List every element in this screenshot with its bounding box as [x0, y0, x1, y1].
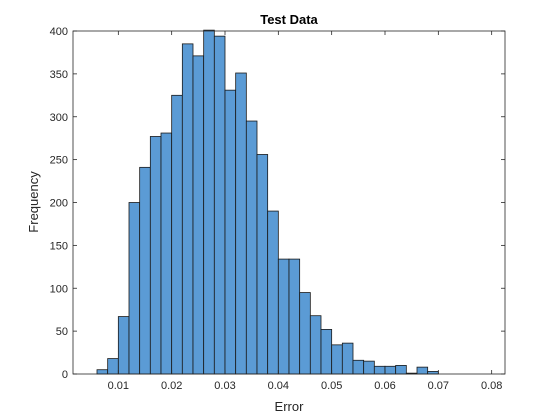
histogram-bars [96, 29, 439, 375]
y-axis-label: Frequency [26, 171, 41, 233]
histogram-bar [256, 154, 269, 375]
histogram-bar [373, 365, 386, 375]
histogram-bar [96, 369, 109, 375]
histogram-bar [139, 166, 151, 375]
histogram-bar [299, 292, 311, 375]
x-tick-label: 0.08 [481, 380, 502, 392]
histogram-bar [341, 342, 354, 375]
histogram-bar [192, 55, 205, 375]
chart-title: Test Data [260, 12, 318, 27]
histogram-bar [160, 132, 173, 375]
histogram-bar [277, 258, 290, 375]
x-tick-label: 0.03 [214, 380, 235, 392]
histogram-bar [416, 366, 429, 375]
y-tick-label: 50 [56, 326, 68, 338]
histogram-bar [309, 315, 322, 375]
histogram-bar [224, 89, 237, 375]
histogram-bar [331, 344, 343, 375]
histogram-bar [352, 359, 365, 375]
y-tick-label: 200 [50, 198, 68, 210]
histogram-bar [288, 258, 301, 375]
histogram-bar [320, 329, 333, 375]
histogram-bar [245, 120, 258, 375]
histogram-bar [128, 202, 141, 375]
x-tick-label: 0.05 [321, 380, 342, 392]
histogram-bar [363, 360, 375, 375]
histogram-bar [107, 358, 119, 375]
histogram-bar [171, 94, 183, 375]
histogram-bar [203, 29, 215, 375]
x-tick-label: 0.06 [374, 380, 395, 392]
y-tick-label: 100 [50, 283, 68, 295]
histogram-bar [267, 210, 279, 375]
y-tick-label: 350 [50, 69, 68, 81]
y-axis-ticks: 0 50 100 150 200 250 300 350 400 [50, 26, 505, 381]
histogram-bar [181, 43, 194, 375]
histogram-bar [235, 72, 247, 375]
x-axis-ticks: 0.01 0.02 0.03 0.04 0.05 0.06 0.07 0.08 [108, 31, 502, 392]
y-tick-label: 250 [50, 155, 68, 167]
histogram-bar [117, 316, 130, 375]
y-tick-label: 0 [62, 369, 68, 381]
x-tick-label: 0.07 [428, 380, 449, 392]
y-tick-label: 150 [50, 240, 68, 252]
x-tick-label: 0.04 [268, 380, 289, 392]
y-tick-label: 400 [50, 26, 68, 38]
histogram-bar [395, 365, 407, 375]
y-tick-label: 300 [50, 112, 68, 124]
x-tick-label: 0.02 [161, 380, 182, 392]
x-tick-label: 0.01 [108, 380, 129, 392]
histogram-bar [384, 365, 397, 375]
x-axis-label: Error [275, 399, 305, 414]
histogram-bar [213, 35, 226, 375]
histogram-bar [149, 136, 162, 375]
